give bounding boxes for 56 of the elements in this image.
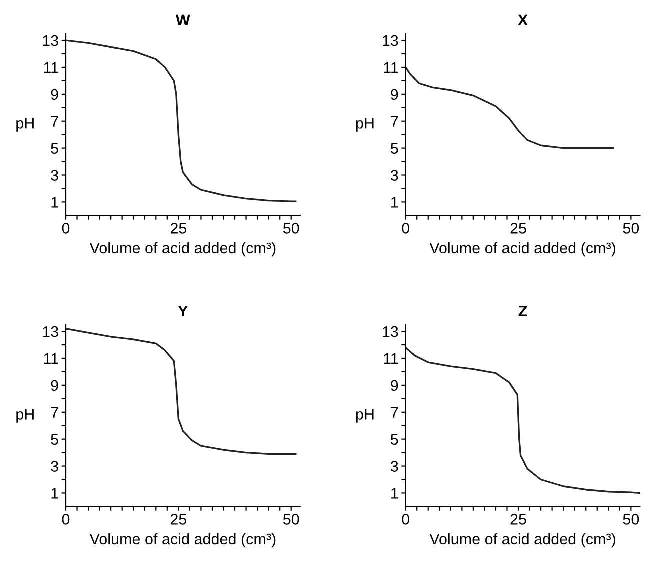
y-tick-label: 1 xyxy=(392,488,398,499)
y-tick-label: 9 xyxy=(391,380,398,392)
y-axis-title: pH xyxy=(16,118,34,132)
x-tick-label: 0 xyxy=(62,223,70,234)
x-tick-label: 25 xyxy=(170,514,187,525)
y-tick-label: 9 xyxy=(391,89,398,100)
y-axis-title: pH xyxy=(356,409,374,423)
y-tick-label: 5 xyxy=(391,143,398,154)
y-tick-label: 7 xyxy=(391,407,398,418)
y-tick-label: 3 xyxy=(390,170,398,181)
x-axis-title: Volume of acid added (cm³) xyxy=(90,242,276,257)
y-tick-label: 5 xyxy=(51,143,58,154)
x-axis-title: Volume of acid added (cm³) xyxy=(430,533,616,548)
y-tick-label: 13 xyxy=(43,35,58,46)
x-tick-label: 50 xyxy=(623,514,640,525)
y-tick-label: 3 xyxy=(51,170,58,181)
y-tick-label: 11 xyxy=(44,62,58,73)
x-tick-label: 0 xyxy=(402,514,410,525)
chart-title: X xyxy=(518,14,528,26)
x-tick-label: 0 xyxy=(62,514,70,525)
x-axis-title: Volume of acid added (cm³) xyxy=(430,242,616,257)
y-axis-title: pH xyxy=(356,118,374,132)
x-tick-label: 50 xyxy=(283,223,300,234)
chart-title: Y xyxy=(178,306,188,316)
y-tick-label: 3 xyxy=(51,461,58,472)
y-tick-label: 3 xyxy=(390,461,398,472)
y-tick-label: 1 xyxy=(52,488,58,499)
y-tick-label: 9 xyxy=(51,89,58,100)
y-tick-label: 9 xyxy=(51,380,58,392)
line-series xyxy=(66,328,297,455)
y-tick-label: 11 xyxy=(384,62,398,73)
x-tick-label: 25 xyxy=(170,223,187,234)
y-tick-label: 5 xyxy=(391,434,398,446)
line-series xyxy=(406,346,640,494)
y-tick-label: 1 xyxy=(52,197,58,208)
x-tick-label: 25 xyxy=(510,223,526,234)
x-axis-title: Volume of acid added (cm³) xyxy=(90,533,276,548)
y-tick-label: 7 xyxy=(51,407,58,418)
y-tick-label: 1 xyxy=(392,197,398,208)
x-tick-label: 25 xyxy=(510,514,526,525)
chart-title: W xyxy=(176,14,190,26)
line-series xyxy=(66,40,297,202)
y-tick-label: 5 xyxy=(51,434,58,446)
x-tick-label: 0 xyxy=(402,223,410,234)
chart-title: Z xyxy=(518,306,528,316)
x-tick-label: 50 xyxy=(283,514,300,525)
line-series xyxy=(406,66,614,150)
y-tick-label: 13 xyxy=(383,326,398,338)
y-tick-label: 11 xyxy=(44,354,58,364)
y-axis-title: pH xyxy=(16,409,34,423)
y-tick-label: 11 xyxy=(384,354,398,364)
y-tick-label: 7 xyxy=(391,116,398,127)
y-tick-label: 13 xyxy=(43,326,58,338)
x-tick-label: 50 xyxy=(623,223,640,234)
y-tick-label: 7 xyxy=(51,116,58,127)
y-tick-label: 13 xyxy=(383,35,398,46)
